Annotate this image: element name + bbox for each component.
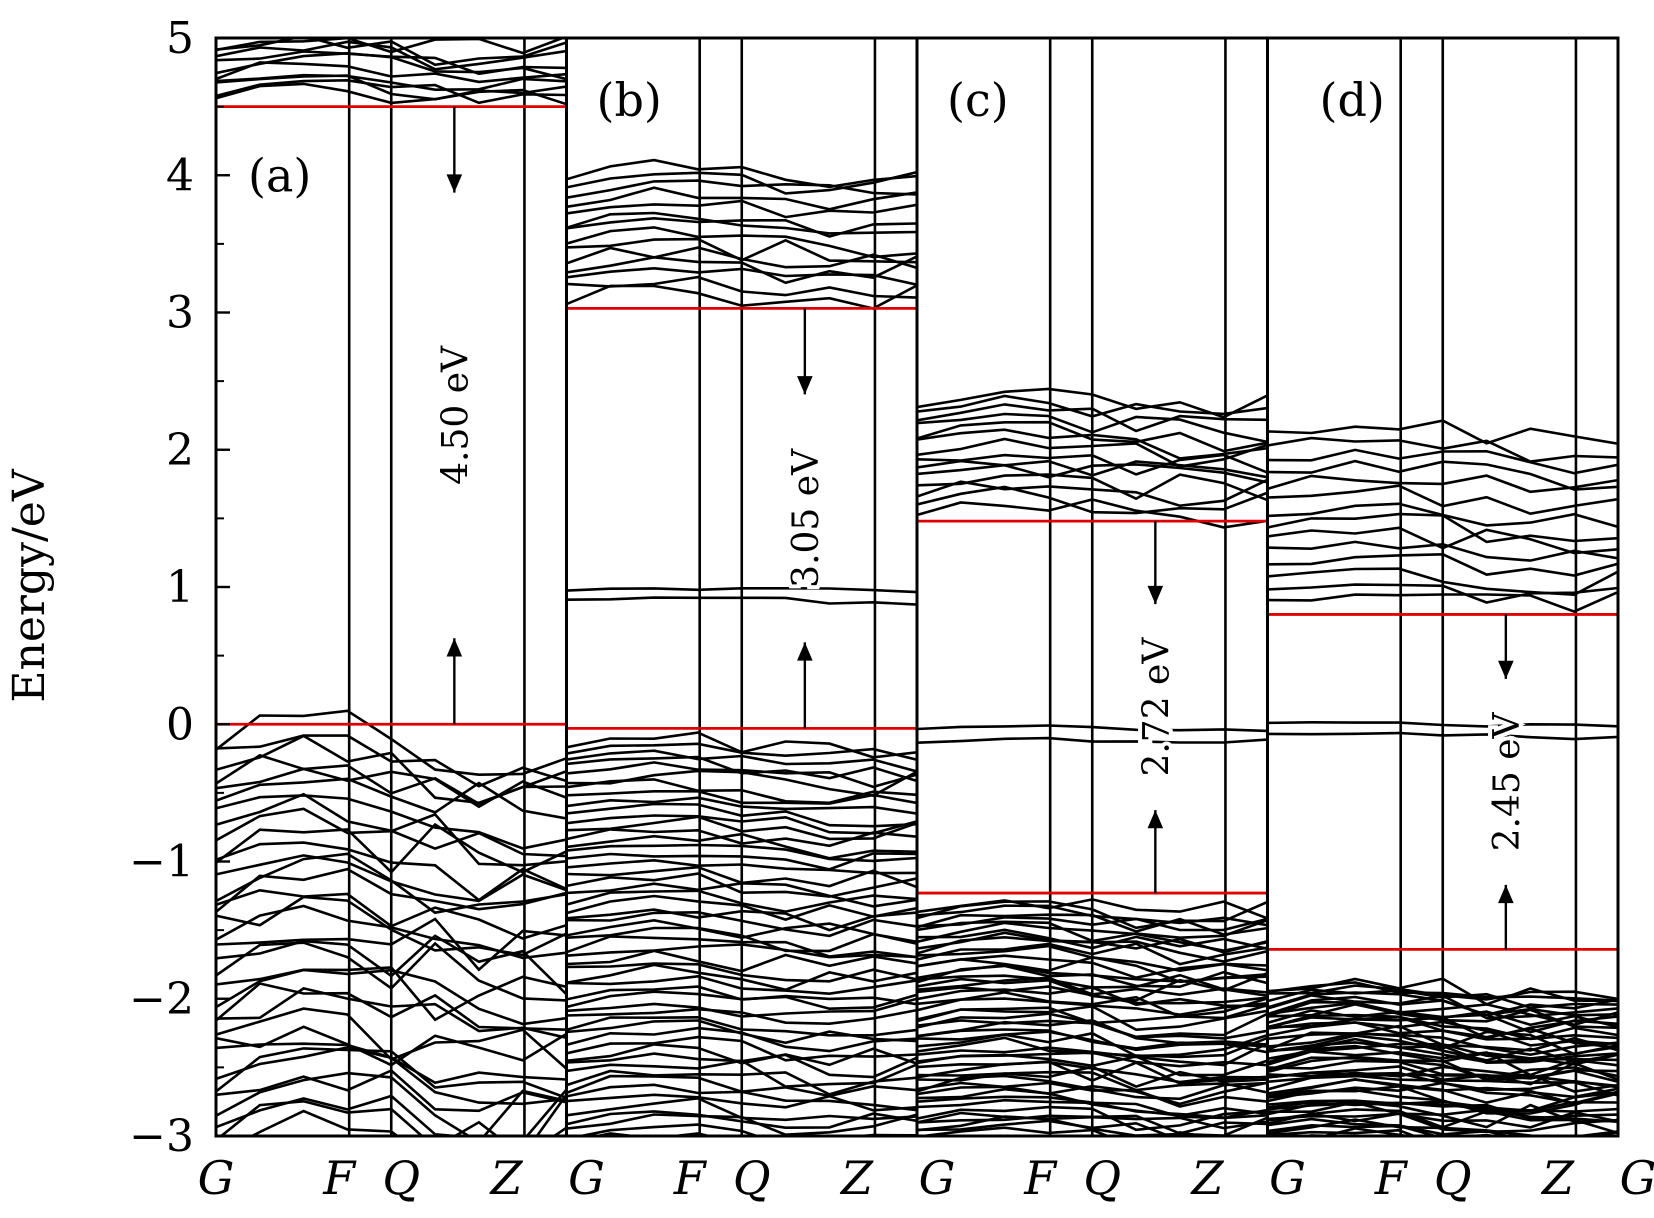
panel-label: (a): [248, 148, 311, 202]
y-tick-label: 1: [166, 562, 194, 613]
gap-arrow-up-head: [1498, 884, 1514, 904]
k-point-label: G: [1620, 1151, 1654, 1205]
k-point-label: G: [568, 1151, 605, 1205]
panel-label: (d): [1320, 73, 1385, 127]
y-tick-label: 3: [166, 288, 194, 339]
panel-frame: [1266, 36, 1620, 1138]
panel-3: (c) 2.72 eV: [915, 36, 1269, 1138]
k-point-label: Z: [839, 1151, 874, 1205]
y-tick-label: −2: [129, 974, 194, 1025]
panels-layer: (a) 4.50 eV (b) 3.05 eV (c) 2.72 eV (d) 2.45 eV: [214, 36, 1620, 1138]
valence-band: [1267, 1128, 1418, 1136]
gap-arrow-down-head: [1147, 585, 1164, 605]
k-point-label: G: [919, 1151, 956, 1205]
gap-arrow-up-head: [797, 642, 813, 661]
panel-label: (b): [597, 73, 662, 127]
gap-label: 4.50 eV: [435, 345, 476, 485]
y-tick-label: 2: [166, 425, 194, 476]
y-tick-label: 0: [166, 699, 194, 750]
k-point-label: Z: [1189, 1151, 1224, 1205]
k-point-label: Q: [382, 1151, 420, 1205]
panel-1: (a) 4.50 eV: [214, 36, 568, 1138]
y-tick-label: −3: [129, 1111, 194, 1162]
k-point-label: F: [1023, 1151, 1058, 1205]
k-point-label: F: [673, 1151, 708, 1205]
k-point-label: G: [198, 1151, 235, 1205]
k-point-label: F: [1374, 1151, 1409, 1205]
panel-2: (b) 3.05 eV: [565, 36, 919, 1138]
gap-label: 3.05 eV: [786, 448, 827, 588]
y-tick-label: 4: [166, 150, 194, 201]
k-point-label: G: [1269, 1151, 1306, 1205]
gap-label: 2.45 eV: [1487, 711, 1528, 851]
gap-arrow-down-head: [446, 174, 463, 193]
gap-arrow-down-head: [1498, 660, 1514, 679]
k-point-label: Q: [1083, 1151, 1121, 1205]
k-point-label: Q: [1434, 1151, 1472, 1205]
y-tick-label: −1: [129, 837, 194, 888]
y-axis-label: Energy/eV: [4, 468, 55, 702]
k-point-label: Z: [488, 1151, 523, 1205]
gap-label: 2.72 eV: [1136, 637, 1177, 777]
panel-4: (d) 2.45 eV: [1266, 36, 1620, 1138]
gap-arrow-up-head: [446, 638, 463, 657]
y-tick-label: 5: [166, 13, 194, 64]
panel-label: (c): [947, 73, 1009, 127]
k-point-label: Z: [1540, 1151, 1575, 1205]
gap-arrow-down-head: [797, 376, 813, 395]
k-point-label: Q: [733, 1151, 771, 1205]
k-point-label: F: [322, 1151, 357, 1205]
gap-arrow-up-head: [1147, 810, 1164, 829]
